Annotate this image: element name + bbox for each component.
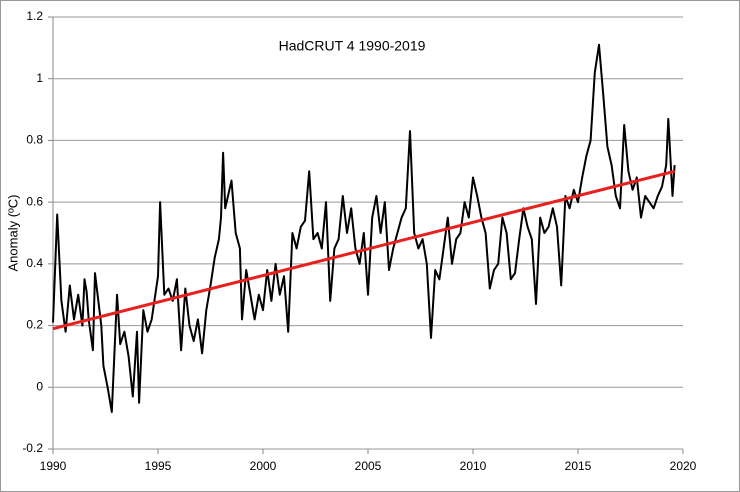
x-tick-label: 2010 [460,459,487,473]
y-axis-label: Anomaly (ºC) [5,195,20,272]
y-tick-label: 1 [36,71,43,85]
y-tick-label: 0.6 [26,194,43,208]
y-tick-label: 0 [36,379,43,393]
x-tick-label: 2020 [670,459,697,473]
chart-title: HadCRUT 4 1990-2019 [279,38,426,54]
x-tick-label: 1990 [40,459,67,473]
y-tick-label: -0.2 [22,441,43,455]
y-tick-label: 0.4 [26,256,43,270]
x-tick-label: 2015 [565,459,592,473]
x-tick-label: 2005 [355,459,382,473]
y-tick-label: 0.2 [26,318,43,332]
trend-line [52,169,675,331]
y-tick-label: 0.8 [26,133,43,147]
data-line [52,43,676,413]
y-tick-label: 1.2 [26,9,43,23]
x-tick-label: 2000 [250,459,277,473]
x-tick-label: 1995 [145,459,172,473]
